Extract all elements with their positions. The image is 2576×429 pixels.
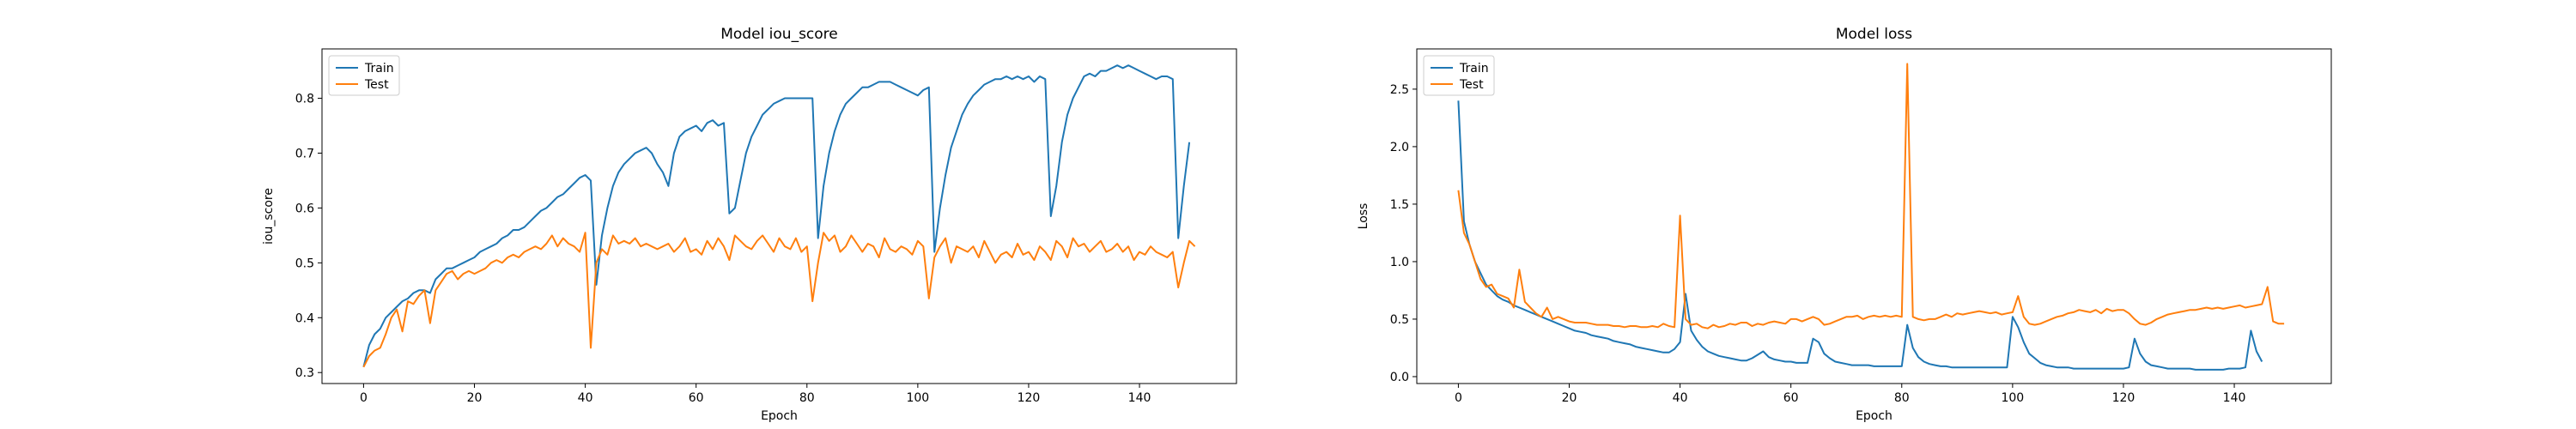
y-tick-label: 0.6: [295, 202, 314, 215]
y-tick-label: 2.5: [1390, 83, 1409, 97]
x-tick-label: 60: [1783, 391, 1799, 405]
y-tick-label: 0.4: [295, 311, 314, 325]
x-axis-label: Epoch: [1856, 409, 1893, 423]
x-tick-label: 80: [799, 391, 815, 405]
x-tick-label: 100: [906, 391, 929, 405]
x-tick-label: 120: [1018, 391, 1041, 405]
x-tick-label: 140: [1128, 391, 1151, 405]
series-line-test: [1457, 63, 2285, 329]
x-tick-label: 0: [1455, 391, 1462, 405]
y-tick-label: 0.5: [1390, 313, 1409, 327]
y-tick-label: 0.3: [295, 366, 314, 380]
axes-frame: [1416, 48, 2332, 384]
series-line-train: [1457, 100, 2263, 371]
legend: Train Test: [1423, 55, 1495, 96]
legend: Train Test: [328, 55, 400, 96]
axes-frame: [321, 48, 1237, 384]
x-tick-label: 20: [1562, 391, 1577, 405]
y-tick-label: 1.5: [1390, 198, 1409, 212]
y-tick-label: 2.0: [1390, 141, 1409, 154]
y-tick-label: 0.0: [1390, 371, 1409, 384]
x-tick-label: 0: [360, 391, 368, 405]
y-tick-label: 1.0: [1390, 256, 1409, 269]
x-tick-label: 80: [1894, 391, 1910, 405]
chart-panel-2: Model loss 0 20 40 60 80 100 120 140 0.0 0.5 1.0 1.5…: [1357, 26, 2332, 423]
x-tick-label: 40: [1673, 391, 1688, 405]
y-axis-label: iou_score: [262, 188, 276, 245]
legend-label-train: Train: [364, 62, 394, 76]
chart-title: Model iou_score: [720, 26, 838, 43]
legend-box: [328, 55, 400, 96]
x-tick-label: 60: [689, 391, 704, 405]
x-tick-label: 120: [2112, 391, 2136, 405]
legend-label-train: Train: [1459, 62, 1489, 76]
x-tick-label: 100: [2001, 391, 2024, 405]
y-tick-label: 0.8: [295, 93, 314, 106]
series-line-test: [362, 232, 1196, 368]
x-tick-label: 20: [467, 391, 483, 405]
x-axis-label: Epoch: [761, 409, 798, 423]
chart-title: Model loss: [1836, 26, 1912, 43]
legend-label-test: Test: [1459, 78, 1484, 92]
series-line-train: [362, 64, 1191, 368]
x-tick-label: 40: [578, 391, 593, 405]
x-tick-label: 140: [2223, 391, 2246, 405]
y-axis-label: Loss: [1357, 203, 1370, 230]
y-tick-label: 0.7: [295, 147, 314, 160]
legend-box: [1423, 55, 1495, 96]
legend-label-test: Test: [364, 78, 389, 92]
chart-panel-1: Model iou_score 0 20 40 60 80 100 120 140 0.3 0.4 0…: [262, 26, 1237, 423]
y-tick-label: 0.5: [295, 257, 314, 270]
